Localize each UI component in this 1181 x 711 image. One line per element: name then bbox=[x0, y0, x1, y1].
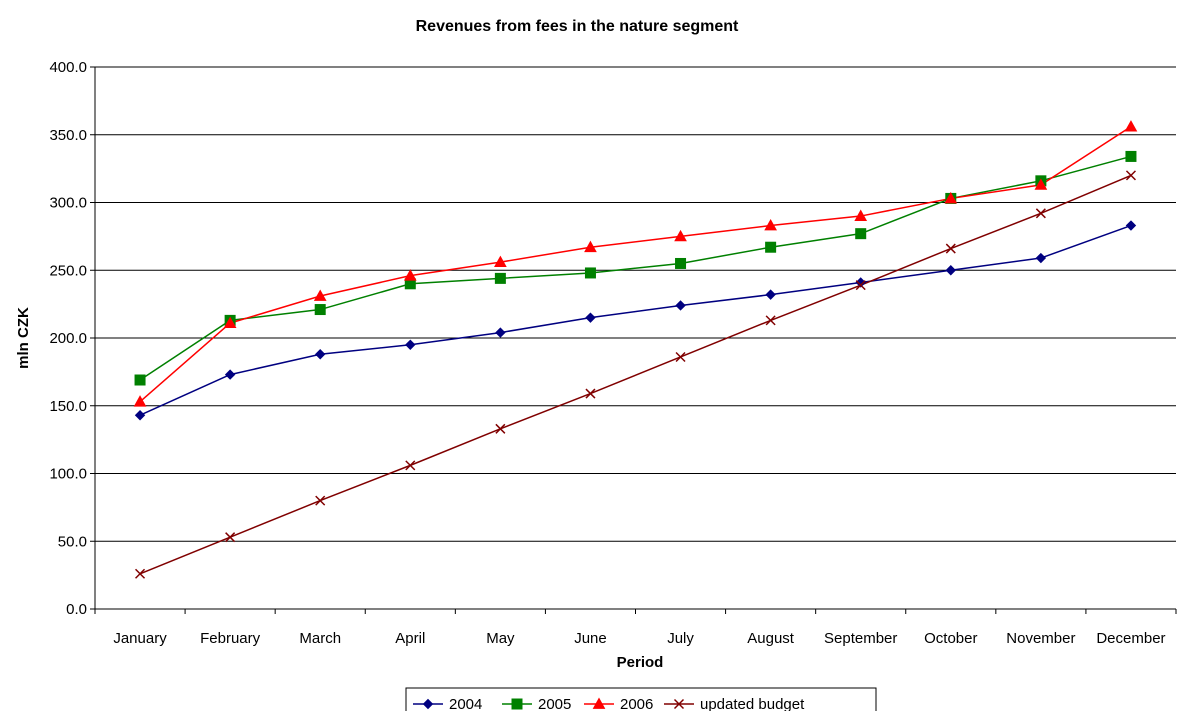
series-point-2004 bbox=[224, 369, 236, 380]
x-tick-label: January bbox=[113, 630, 167, 647]
series-point-2006 bbox=[1034, 178, 1048, 190]
series-point-updated-budget bbox=[675, 351, 686, 363]
series-line-2006 bbox=[139, 125, 1132, 403]
x-tick-label: May bbox=[486, 630, 515, 647]
x-tick-label: August bbox=[747, 630, 795, 647]
series-point-2006 bbox=[674, 229, 687, 242]
x-tick-label: September bbox=[824, 630, 897, 647]
y-axis-ticks: 0.0 50.0 100.0 150.0 200.0 250.0 300.0 350.0 400… bbox=[49, 59, 95, 618]
series-point-2004 bbox=[945, 265, 956, 276]
y-tick-label: 400.0 bbox=[49, 59, 87, 76]
series-point-updated-budget bbox=[495, 423, 506, 434]
series-point-2005 bbox=[584, 267, 596, 279]
series-point-2004 bbox=[405, 339, 416, 350]
legend-label: 2006 bbox=[620, 696, 653, 711]
series-point-2005 bbox=[855, 228, 867, 240]
series-point-2006 bbox=[133, 395, 147, 407]
x-axis-ticks: January February March April May June July Augu… bbox=[94, 609, 1177, 647]
series-point-updated-budget bbox=[225, 532, 236, 543]
y-tick-label: 300.0 bbox=[49, 195, 87, 212]
series-point-2004 bbox=[134, 410, 146, 421]
series-point-2004 bbox=[675, 300, 686, 311]
series-point-updated-budget bbox=[135, 568, 146, 579]
y-tick-label: 250.0 bbox=[49, 262, 87, 279]
series-line-updated-budget bbox=[139, 174, 1132, 575]
series-point-updated-budget bbox=[585, 388, 596, 399]
y-tick-label: 350.0 bbox=[49, 127, 87, 144]
legend-swatch-marker bbox=[422, 698, 434, 710]
series-point-2006 bbox=[584, 240, 597, 253]
series-point-updated-budget bbox=[855, 280, 866, 291]
series-point-2005 bbox=[314, 304, 326, 316]
series-point-2004 bbox=[495, 327, 506, 338]
x-tick-label: December bbox=[1096, 630, 1165, 647]
series-point-updated-budget bbox=[1035, 208, 1046, 219]
y-tick-label: 0.0 bbox=[66, 601, 87, 618]
legend-label: 2005 bbox=[538, 696, 571, 711]
series-point-2004 bbox=[765, 289, 776, 300]
x-axis-title: Period bbox=[617, 654, 664, 671]
chart-title: Revenues from fees in the nature segment bbox=[416, 18, 739, 35]
gridlines bbox=[95, 66, 1176, 542]
series-point-updated-budget bbox=[1125, 170, 1136, 181]
series-point-2005 bbox=[765, 241, 777, 253]
y-tick-label: 50.0 bbox=[58, 533, 87, 550]
x-tick-label: November bbox=[1006, 630, 1075, 647]
series-point-2006 bbox=[403, 269, 417, 281]
legend-label: 2004 bbox=[449, 696, 482, 711]
legend: 2004 2005 2006 updated budget bbox=[405, 687, 877, 711]
y-axis-title: mln CZK bbox=[15, 307, 32, 369]
y-tick-label: 100.0 bbox=[49, 466, 87, 483]
legend-swatch-marker bbox=[592, 697, 606, 709]
x-tick-label: October bbox=[924, 630, 977, 647]
series-point-2006 bbox=[313, 289, 327, 301]
series-point-2004 bbox=[1035, 252, 1047, 264]
x-tick-label: March bbox=[299, 630, 341, 647]
legend-swatch-marker bbox=[673, 698, 685, 710]
series-point-2006 bbox=[223, 316, 237, 328]
series-lines bbox=[139, 125, 1132, 575]
legend-label: updated budget bbox=[700, 696, 805, 711]
series-point-2005 bbox=[1125, 150, 1137, 162]
series-point-2005 bbox=[134, 374, 146, 386]
legend-box bbox=[405, 687, 877, 711]
series-point-2004 bbox=[585, 312, 596, 323]
series-point-2005 bbox=[494, 272, 506, 284]
series-point-2004 bbox=[1125, 220, 1137, 231]
series-point-updated-budget bbox=[945, 243, 956, 254]
x-tick-label: April bbox=[395, 630, 425, 647]
series-point-updated-budget bbox=[765, 315, 776, 326]
legend-swatch-marker bbox=[511, 698, 523, 710]
series-point-2006 bbox=[1124, 120, 1138, 132]
series-markers bbox=[133, 120, 1138, 579]
series-point-2005 bbox=[675, 257, 687, 269]
series-point-2006 bbox=[494, 255, 507, 268]
series-point-2006 bbox=[764, 219, 777, 231]
series-point-2006 bbox=[944, 191, 958, 204]
series-point-updated-budget bbox=[315, 495, 326, 506]
series-point-2004 bbox=[315, 349, 326, 360]
series-point-2006 bbox=[854, 209, 868, 221]
series-line-2004 bbox=[139, 224, 1132, 416]
y-tick-label: 150.0 bbox=[49, 398, 87, 415]
x-tick-label: February bbox=[200, 630, 261, 647]
series-point-2004 bbox=[855, 277, 866, 288]
x-tick-label: July bbox=[667, 630, 694, 647]
series-point-updated-budget bbox=[405, 460, 416, 471]
x-tick-label: June bbox=[574, 630, 607, 647]
y-tick-label: 200.0 bbox=[49, 330, 87, 347]
